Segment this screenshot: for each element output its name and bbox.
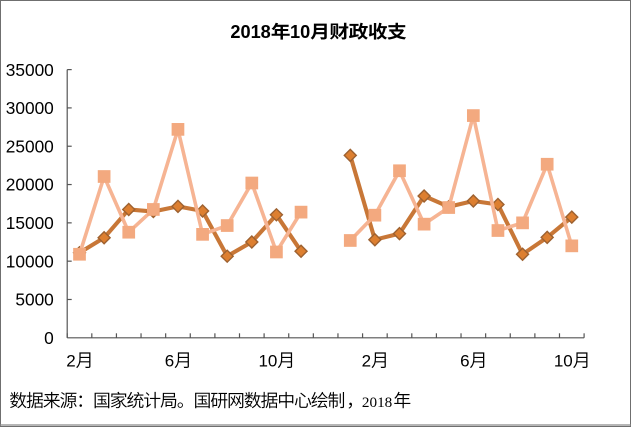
svg-text:0: 0: [44, 328, 54, 348]
svg-text:2018: 2018: [362, 394, 393, 411]
svg-text:15000: 15000: [6, 213, 54, 233]
svg-text:25000: 25000: [6, 136, 54, 156]
svg-text:6: 6: [460, 352, 469, 371]
svg-text:2018: 2018: [230, 22, 270, 42]
svg-text:2: 2: [362, 352, 371, 371]
svg-text:10: 10: [290, 22, 310, 42]
svg-text:6: 6: [165, 352, 174, 371]
svg-text:10000: 10000: [6, 251, 54, 271]
svg-text:30000: 30000: [6, 98, 54, 118]
svg-text:10: 10: [258, 352, 277, 371]
svg-text:10: 10: [554, 352, 573, 371]
svg-text:20000: 20000: [6, 175, 54, 195]
svg-text:2: 2: [66, 352, 75, 371]
svg-text:5000: 5000: [15, 290, 53, 310]
svg-text:35000: 35000: [6, 60, 54, 80]
